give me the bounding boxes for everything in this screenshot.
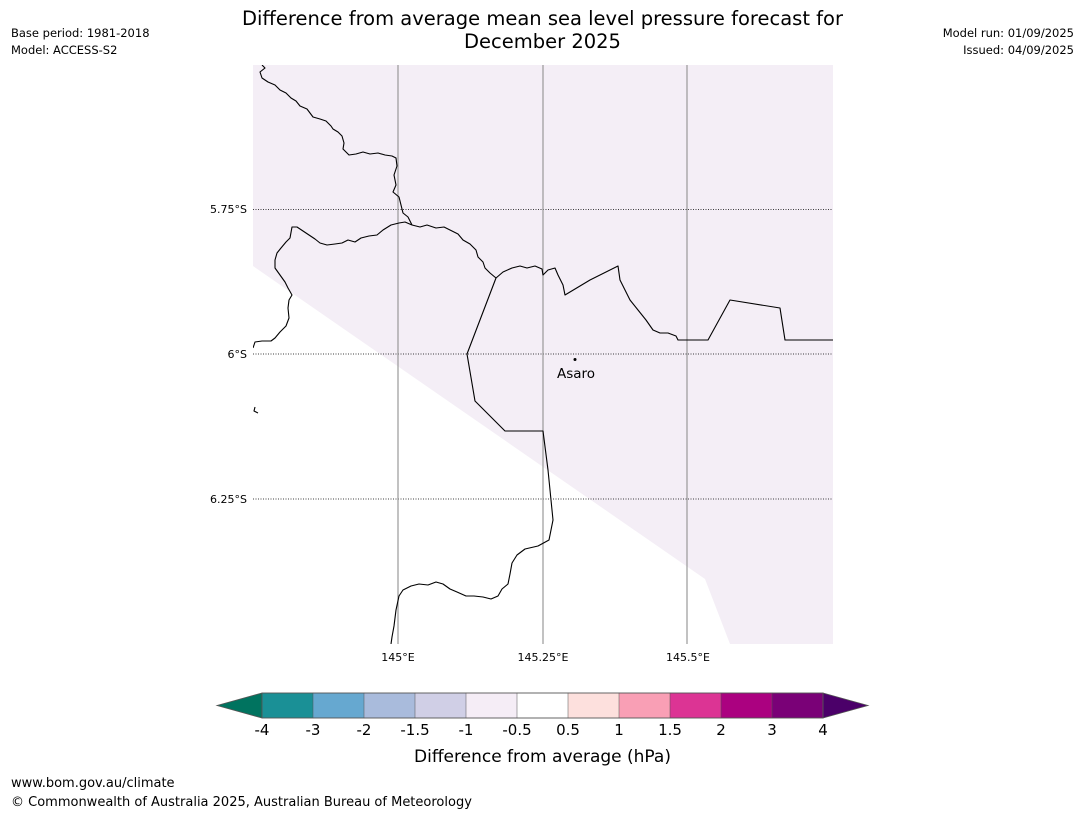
graticule: [253, 65, 833, 644]
footer: www.bom.gov.au/climate © Commonwealth of…: [11, 774, 472, 812]
colorbar-bin: [618, 692, 671, 719]
colorbar-bin: [516, 692, 569, 719]
place-marker: Asaro: [557, 358, 595, 382]
colorbar-tick-label: 4: [818, 721, 828, 739]
colorbar-bin: [567, 692, 620, 719]
footer-copyright: © Commonwealth of Australia 2025, Austra…: [11, 795, 472, 810]
colorbar-bin: [261, 692, 314, 719]
colorbar-tick-label: 3: [767, 721, 777, 739]
colorbar-tick-label: 1.5: [658, 721, 682, 739]
map-area: [253, 65, 833, 644]
colorbar-tick-label: -1.5: [400, 721, 429, 739]
colorbar-tick-label: 2: [716, 721, 726, 739]
lat-label-5.75: 5.75°S: [210, 203, 247, 216]
colorbar-bin: [669, 692, 722, 719]
map-title: Difference from average mean sea level p…: [0, 7, 1085, 53]
boundary-fragment: [253, 406, 259, 414]
colorbar-frame: [261, 692, 824, 719]
colorbar-tick-label: -2: [357, 721, 372, 739]
colorbar-ticks: -4 -3 -2 -1.5 -1 -0.5 0.5 1 1.5 2 3 4: [255, 721, 828, 739]
metadata-left: Base period: 1981-2018 Model: ACCESS-S2: [11, 25, 150, 59]
colorbar-under-arrow: [215, 692, 263, 719]
boundary-central: [253, 221, 413, 349]
colorbar-tick-label: 0.5: [556, 721, 580, 739]
colorbar-tick-label: -0.5: [502, 721, 531, 739]
lon-label-145: 145°E: [381, 651, 414, 664]
place-label-asaro: Asaro: [557, 366, 595, 382]
lon-label-145.25: 145.25°E: [518, 651, 569, 664]
base-period: Base period: 1981-2018: [11, 26, 150, 40]
metadata-right: Model run: 01/09/2025 Issued: 04/09/2025: [943, 25, 1074, 59]
colorbar-title: Difference from average (hPa): [414, 747, 671, 767]
footer-url: www.bom.gov.au/climate: [11, 776, 175, 791]
colorbar-bin: [414, 692, 467, 719]
colorbar-bin: [771, 692, 824, 719]
map-title-line2: December 2025: [464, 30, 621, 53]
issued-date: Issued: 04/09/2025: [963, 43, 1074, 57]
province-boundaries: [253, 65, 833, 644]
colorbar-tick-label: 1: [614, 721, 624, 739]
map-title-line1: Difference from average mean sea level p…: [242, 7, 843, 30]
colorbar-over-arrow: [822, 692, 870, 719]
longitude-labels: 145°E 145.25°E 145.5°E: [381, 651, 710, 664]
lat-label-6: 6°S: [228, 348, 247, 361]
colorbar-tick-label: -4: [255, 721, 270, 739]
lat-label-6.25: 6.25°S: [210, 493, 247, 506]
boundary-north: [259, 65, 413, 226]
boundary-east-ridge: [411, 224, 833, 341]
colorbar-tick-label: -1: [459, 721, 474, 739]
colorbar-bin: [465, 692, 518, 719]
lon-label-145.5: 145.5°E: [666, 651, 710, 664]
colorbar-bin: [363, 692, 416, 719]
colorbar-bin: [720, 692, 773, 719]
colorbar: -4 -3 -2 -1.5 -1 -0.5 0.5 1 1.5 2 3 4 Difference fr…: [215, 692, 870, 767]
model-run: Model run: 01/09/2025: [942, 26, 1074, 40]
colorbar-tick-label: -3: [306, 721, 321, 739]
boundary-south-west: [390, 277, 554, 644]
model-name: Model: ACCESS-S2: [11, 43, 118, 57]
latitude-labels: 5.75°S 6°S 6.25°S: [210, 203, 247, 506]
place-dot: [573, 358, 577, 361]
colorbar-bin: [312, 692, 365, 719]
colorbar-bins: [261, 692, 824, 719]
